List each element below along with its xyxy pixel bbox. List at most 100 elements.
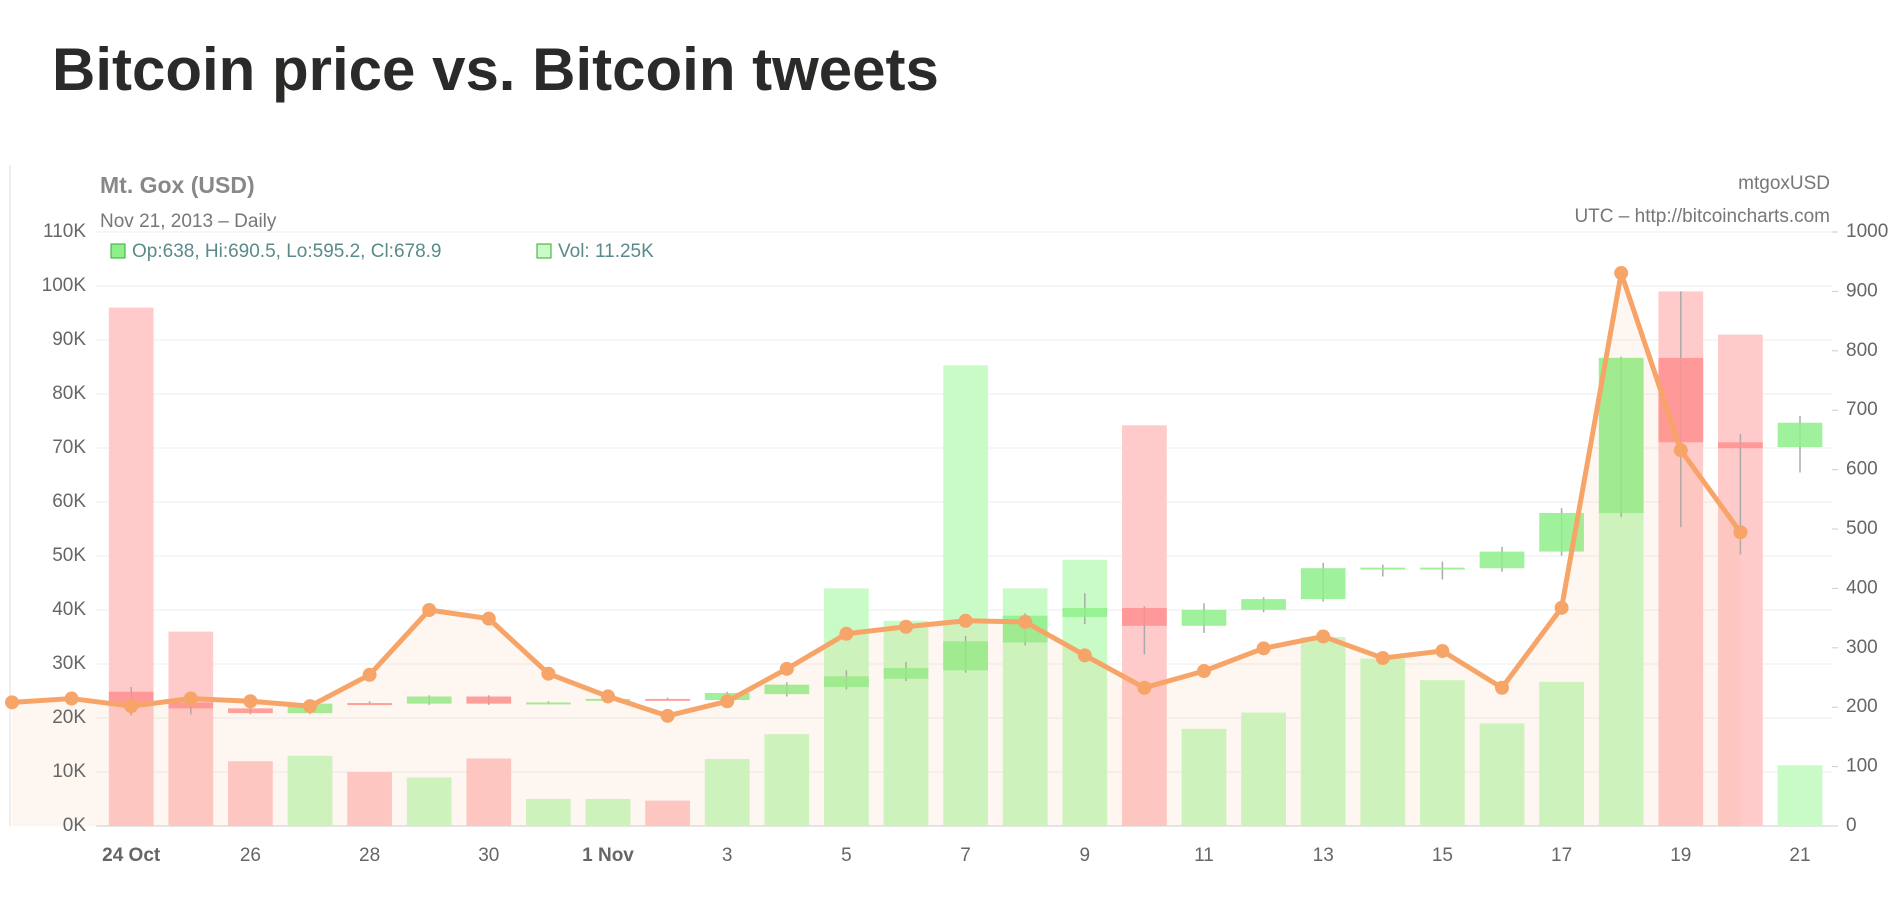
volume-bar <box>764 734 810 826</box>
candle-body <box>406 696 452 704</box>
legend-swatch <box>110 243 126 259</box>
x-tick-label: 30 <box>478 845 499 866</box>
y-tick-label: 100K <box>42 275 87 296</box>
volume-bar <box>1241 712 1286 826</box>
tweet-dot <box>1375 651 1390 666</box>
tweet-dot <box>1256 641 1271 656</box>
volume-bar <box>1181 728 1227 826</box>
legend-text: Vol: 11.25K <box>558 241 654 262</box>
candle-body <box>1122 608 1167 626</box>
marks <box>5 266 1823 827</box>
y2-tick-label: 300 <box>1846 637 1878 658</box>
tweet-dot <box>720 694 735 709</box>
y-tick-label: 30K <box>52 653 86 674</box>
y-tick-label: 10K <box>52 761 86 782</box>
tweet-dot <box>1018 614 1033 629</box>
candle-body <box>1718 442 1763 449</box>
volume-bar <box>645 800 690 826</box>
volume-bar <box>228 761 273 826</box>
volume-bar <box>1300 637 1346 826</box>
x-tick-label: 7 <box>960 845 971 866</box>
candle-body <box>1420 567 1465 570</box>
volume-bar <box>943 365 988 826</box>
tweet-dot <box>541 666 556 681</box>
candle-body <box>466 696 512 704</box>
y-tick-label: 60K <box>52 491 86 512</box>
tweet-dot <box>1554 600 1569 615</box>
candle-body <box>764 684 810 695</box>
y2-tick-label: 800 <box>1846 340 1878 361</box>
volume-bar <box>466 758 512 826</box>
y-tick-label: 50K <box>52 545 86 566</box>
y2-tick-label: 1000 <box>1846 221 1888 242</box>
y2-tick-label: 400 <box>1846 577 1878 598</box>
legend-swatch <box>536 243 552 259</box>
tweet-dot <box>1673 443 1688 458</box>
tweet-dot <box>899 619 913 634</box>
x-tick-label: 26 <box>240 845 261 866</box>
x-tick-label: 15 <box>1432 845 1453 866</box>
x-tick-label: 9 <box>1080 845 1091 866</box>
candle-body <box>1300 568 1346 600</box>
tweet-dot <box>1137 680 1152 695</box>
y-tick-label: 20K <box>52 707 86 728</box>
x-tick-label: 13 <box>1313 845 1334 866</box>
source: UTC – http://bitcoincharts.com <box>1574 206 1830 227</box>
tweet-dot <box>601 689 615 704</box>
y-tick-label: 0K <box>63 815 87 836</box>
tweet-dot <box>5 695 19 710</box>
tweet-dot <box>958 613 973 628</box>
tweet-dot <box>303 699 317 714</box>
page-title: Bitcoin price vs. Bitcoin tweets <box>52 36 939 103</box>
tweet-dot <box>124 699 139 714</box>
symbol: mtgoxUSD <box>1738 173 1830 194</box>
tweet-dot <box>422 603 437 617</box>
x-tick-label: 11 <box>1194 845 1214 866</box>
y2-tick-label: 700 <box>1846 399 1878 420</box>
y-tick-label: 80K <box>52 383 86 404</box>
x-tick-label: 5 <box>841 845 852 866</box>
tweet-dot <box>1733 525 1748 540</box>
tweet-line <box>11 270 1743 719</box>
candle-body <box>1777 422 1823 448</box>
x-tick-label: 28 <box>359 845 380 866</box>
tweet-area <box>12 273 1741 826</box>
y2-tick-label: 900 <box>1846 280 1878 301</box>
volume-bar <box>406 777 452 826</box>
x-tick-label: 24 Oct <box>102 845 161 866</box>
volume-bar <box>287 755 333 826</box>
legend-text: Op:638, Hi:690.5, Lo:595.2, Cl:678.9 <box>132 241 442 262</box>
tweet-dot <box>1316 629 1331 644</box>
volume-bar <box>585 799 631 826</box>
volume-bar <box>704 759 750 826</box>
candle-body <box>347 703 392 706</box>
tweet-dot <box>1435 644 1450 659</box>
candle-body <box>1241 599 1286 610</box>
tweet-dot <box>481 611 496 626</box>
tweet-dot <box>1614 266 1629 281</box>
x-tick-label: 1 Nov <box>582 845 634 866</box>
candle-body <box>526 702 571 705</box>
volume-bar <box>1420 680 1465 826</box>
chart-subtitle: Nov 21, 2013 – Daily <box>100 211 277 232</box>
volume-bar <box>347 772 392 826</box>
y2-tick-label: 0 <box>1846 815 1857 836</box>
volume-bar <box>1360 658 1406 826</box>
x-tick-label: 19 <box>1670 845 1691 866</box>
candle-body <box>228 708 273 714</box>
candle-body <box>824 676 869 688</box>
x-tick-label: 21 <box>1789 845 1810 866</box>
tweet-dot <box>1077 648 1092 663</box>
x-tick-label: 17 <box>1551 845 1572 866</box>
tweet-dot <box>1197 664 1211 679</box>
candle-body <box>1598 357 1644 513</box>
candle-body <box>108 691 154 704</box>
candle-body <box>1360 567 1406 570</box>
tweet-dot <box>660 708 675 723</box>
volume-bar <box>883 620 929 826</box>
candle-body <box>1479 551 1525 569</box>
volume-bar <box>168 631 214 826</box>
y-tick-label: 110K <box>43 221 86 242</box>
